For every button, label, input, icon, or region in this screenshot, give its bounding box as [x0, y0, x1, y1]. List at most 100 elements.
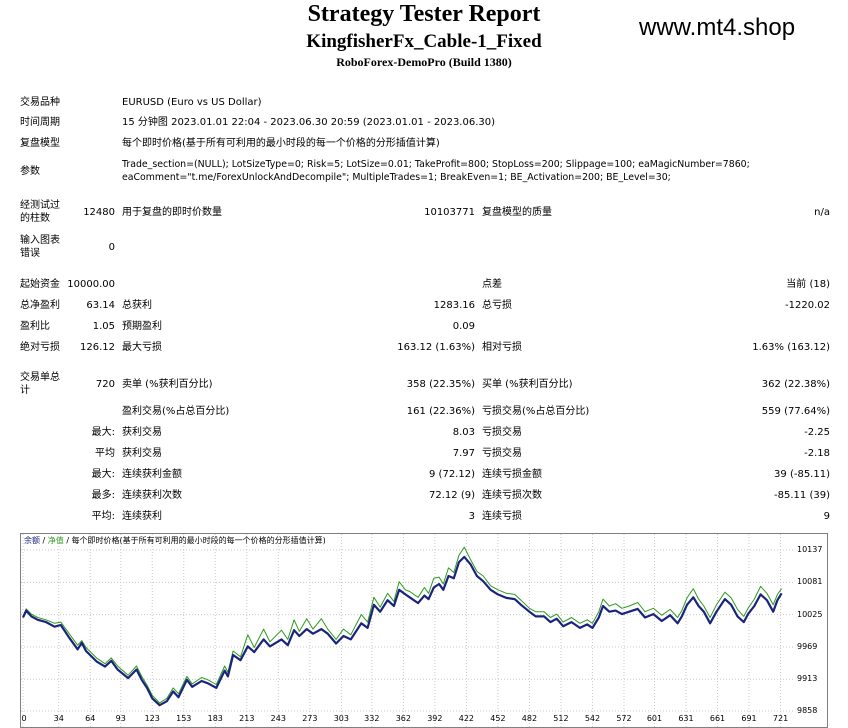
average-prefix: 平均	[95, 448, 115, 459]
x-tick-label: 572	[616, 714, 632, 723]
errors-label-1: 输入图表	[20, 235, 60, 246]
gross-profit-label: 总获利	[122, 300, 152, 311]
errors-label-2: 错误	[20, 248, 40, 259]
max-prefix: 最大:	[91, 469, 115, 480]
avg-prefix: 平均:	[91, 511, 115, 522]
avg-consec-losses-label: 连续亏损	[482, 511, 522, 522]
max-consec-wins-label: 连续获利金额	[122, 469, 182, 480]
gross-profit-value: 1283.16	[433, 300, 475, 311]
long-positions-value: 362 (22.38%)	[761, 379, 830, 390]
errors-value: 0	[108, 242, 115, 253]
x-tick-label: 183	[207, 714, 223, 723]
symbol-value: EURUSD (Euro vs US Dollar)	[122, 97, 262, 108]
quality-label: 复盘模型的质量	[482, 207, 552, 218]
build-info: RoboForex-DemoPro (Build 1380)	[336, 55, 512, 69]
max-consec-loss-value: -85.11 (39)	[774, 490, 830, 501]
legend-sep-2: /	[63, 536, 72, 545]
ticks-value: 10103771	[424, 207, 475, 218]
report-title: Strategy Tester Report	[307, 1, 541, 27]
average-loss-label: 亏损交易	[482, 448, 522, 459]
profit-factor-label: 盈利比	[20, 321, 50, 332]
total-trades-label-1: 交易单总	[20, 372, 60, 383]
x-tick-label: 721	[772, 714, 789, 723]
params-line-1: Trade_section=(NULL); LotSizeType=0; Ris…	[122, 159, 750, 170]
gross-loss-label: 总亏损	[482, 300, 512, 311]
legend-equity: 净值	[47, 536, 64, 545]
chart-legend: 余额 / 净值 / 每个即时价格(基于所有可利用的最小时段的每一个价格的分形插值…	[24, 536, 326, 546]
average-loss-value: -2.18	[804, 448, 830, 459]
x-tick-label: 243	[270, 714, 286, 723]
x-tick-label: 661	[709, 714, 726, 723]
total-trades-label-2: 计	[20, 385, 30, 396]
spread-value: 当前 (18)	[786, 279, 830, 290]
max-consec-losses-label: 连续亏损金额	[482, 469, 542, 480]
legend-sep-1: /	[40, 536, 48, 545]
short-positions-value: 358 (22.35%)	[406, 379, 475, 390]
x-tick-label: 691	[741, 714, 757, 723]
x-tick-label: 64	[85, 714, 96, 723]
ticks-label: 用于复盘的即时价数量	[122, 207, 222, 218]
quality-value: n/a	[814, 207, 830, 218]
x-tick-label: 303	[333, 714, 349, 723]
maximal-drawdown-label: 最大亏损	[122, 342, 162, 353]
bars-value: 12480	[83, 207, 115, 218]
x-tick-label: 631	[678, 714, 694, 723]
watermark: www.mt4.shop	[639, 14, 796, 41]
max-consec-losses-value: 39 (-85.11)	[774, 469, 830, 480]
symbol-label: 交易品种	[20, 97, 60, 108]
long-positions-label: 买单 (%获利百分比)	[482, 379, 573, 390]
loss-trades-label: 亏损交易(%占总百分比)	[482, 406, 590, 417]
model-label: 复盘模型	[20, 138, 60, 149]
loss-trades-value: 559 (77.64%)	[761, 406, 830, 417]
absolute-drawdown-label: 绝对亏损	[20, 342, 60, 353]
deposit-value: 10000.00	[67, 279, 115, 290]
period-value: 15 分钟图 2023.01.01 22:04 - 2023.06.30 20:…	[122, 117, 496, 128]
largest-profit-value: 8.03	[452, 427, 475, 438]
legend-balance: 余额	[24, 536, 40, 545]
period-label: 时间周期	[20, 117, 60, 128]
x-tick-label: 34	[53, 714, 64, 723]
absolute-drawdown-value: 126.12	[80, 342, 115, 353]
bars-label-1: 经测试过	[20, 200, 60, 211]
average-profit-value: 7.97	[452, 448, 475, 459]
maximal-drawdown-value: 163.12 (1.63%)	[397, 342, 475, 353]
equity-line	[22, 546, 783, 704]
y-tick-label: 9969	[797, 641, 818, 651]
spread-label: 点差	[482, 279, 502, 290]
x-tick-label: 0	[21, 714, 27, 723]
y-tick-label: 10025	[797, 609, 823, 619]
largest-profit-label: 获利交易	[122, 427, 162, 438]
params-line-2: eaComment="t.me/ForexUnlockAndDecompile"…	[122, 172, 671, 183]
x-tick-label: 153	[176, 714, 192, 723]
balance-line	[22, 555, 783, 707]
total-trades-value: 720	[95, 379, 115, 390]
ea-name: KingfisherFx_Cable-1_Fixed	[306, 31, 542, 52]
y-tick-label: 9858	[797, 706, 818, 715]
x-tick-label: 273	[302, 714, 318, 723]
largest-loss-value: -2.25	[804, 427, 830, 438]
x-tick-label: 392	[427, 714, 443, 723]
max-consec-profit-label: 连续获利次数	[122, 490, 182, 501]
x-tick-label: 123	[144, 714, 160, 723]
x-tick-label: 601	[646, 714, 663, 723]
max-consec-wins-value: 9 (72.12)	[429, 469, 475, 480]
short-positions-label: 卖单 (%获利百分比)	[122, 379, 213, 390]
net-profit-value: 63.14	[86, 300, 115, 311]
params-label: 参数	[20, 166, 40, 177]
x-tick-label: 542	[584, 714, 601, 723]
profit-trades-label: 盈利交易(%占总百分比)	[122, 406, 230, 417]
profit-trades-value: 161 (22.36%)	[406, 406, 475, 417]
max-consec-loss-label: 连续亏损次数	[482, 490, 542, 501]
max-consec-profit-value: 72.12 (9)	[429, 490, 475, 501]
avg-consec-wins-label: 连续获利	[122, 511, 162, 522]
largest-prefix: 最大:	[91, 427, 115, 438]
expected-payoff-label: 预期盈利	[122, 321, 162, 332]
x-tick-label: 332	[364, 714, 380, 723]
bars-label-2: 的柱数	[20, 213, 50, 224]
relative-drawdown-value: 1.63% (163.12)	[752, 342, 830, 353]
y-tick-label: 10081	[797, 577, 823, 587]
net-profit-label: 总净盈利	[20, 300, 60, 311]
average-profit-label: 获利交易	[122, 448, 162, 459]
x-tick-label: 362	[395, 714, 411, 723]
largest-loss-label: 亏损交易	[482, 427, 522, 438]
